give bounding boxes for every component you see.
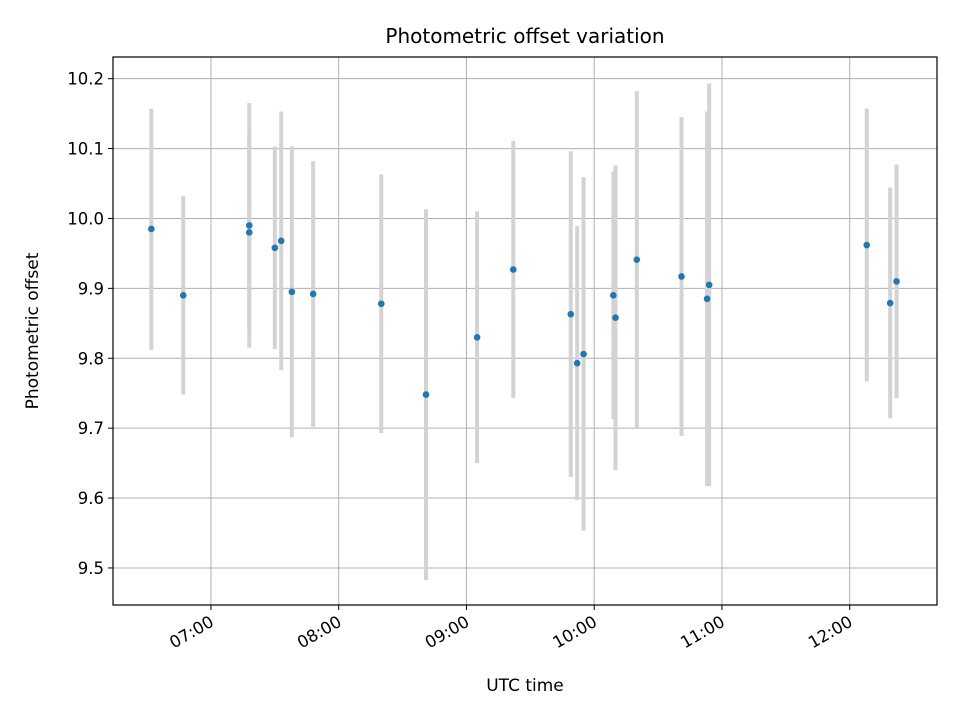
y-tick-label: 10.2 — [67, 70, 104, 89]
y-tick-label: 9.7 — [78, 419, 104, 438]
data-point — [509, 266, 517, 273]
data-point — [473, 333, 481, 341]
data-point — [179, 292, 187, 299]
data-point — [422, 391, 430, 398]
data-point — [612, 314, 619, 322]
plot-area-frame — [112, 56, 938, 606]
chart-title: Photometric offset variation — [385, 24, 664, 48]
data-point — [567, 310, 575, 318]
data-point — [705, 281, 713, 289]
y-tick-label: 9.8 — [78, 349, 104, 368]
data-point — [288, 288, 296, 296]
data-point — [573, 359, 581, 367]
data-point — [245, 222, 253, 229]
data-point — [309, 290, 317, 298]
data-point — [863, 241, 871, 249]
data-point — [377, 300, 385, 308]
data-point — [703, 295, 711, 303]
y-tick-label: 9.5 — [78, 559, 104, 578]
y-tick-label: 10.1 — [67, 140, 104, 159]
data-point — [271, 244, 279, 252]
y-tick-label: 9.9 — [78, 279, 104, 298]
data-points — [148, 222, 900, 398]
data-point — [245, 229, 253, 236]
data-point — [633, 256, 641, 264]
y-axis-label: Photometric offset — [23, 252, 43, 409]
data-point — [148, 225, 155, 233]
data-point — [277, 237, 285, 245]
data-point — [580, 350, 587, 358]
y-axis-ticks: 9.5 9.6 9.7 9.8 9.9 10.0 10.1 10.2 — [67, 70, 113, 578]
y-tick-label: 10.0 — [67, 209, 104, 228]
data-point — [610, 292, 617, 299]
data-point — [886, 299, 894, 307]
y-tick-label: 9.6 — [78, 489, 104, 508]
x-axis-label: UTC time — [486, 676, 564, 696]
data-point — [678, 273, 685, 280]
data-point — [893, 278, 900, 285]
